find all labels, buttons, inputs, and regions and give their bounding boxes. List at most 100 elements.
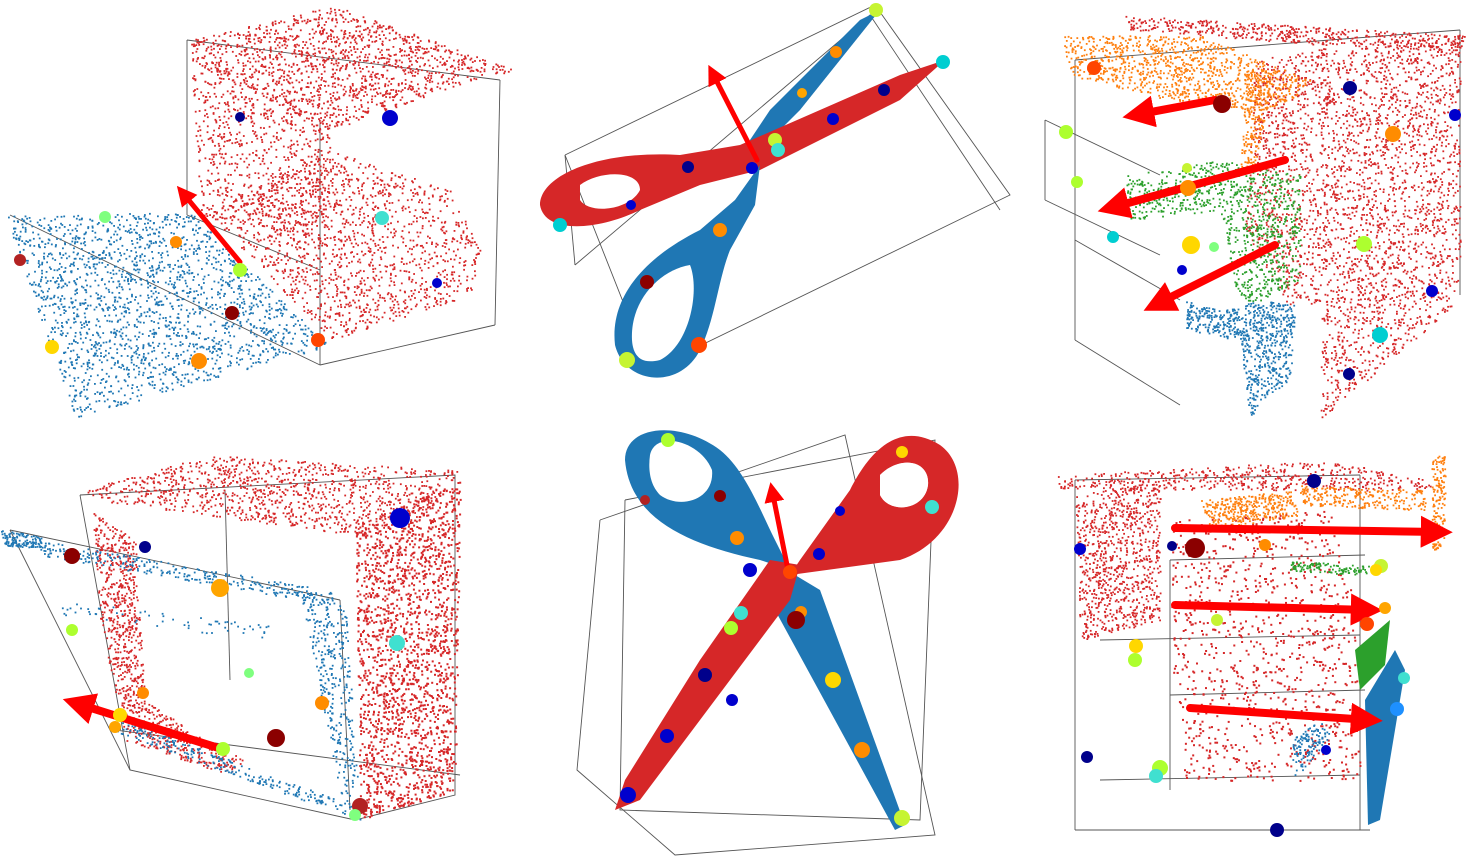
part-bottom-panel-point [307, 253, 310, 255]
part-bottom-panel-point [390, 309, 393, 312]
part-top-panel-point [406, 67, 409, 69]
part-top-panel-point [348, 34, 351, 37]
part-back-panel-point [195, 60, 198, 63]
part-back-panel-point [224, 180, 227, 182]
part-top-panel-point [335, 40, 338, 42]
part-top-panel-point [414, 54, 417, 57]
part-door-panel-point [270, 307, 273, 310]
part-door-panel-point [128, 273, 130, 275]
part-back-panel-point [209, 137, 211, 140]
part-bottom-panel-point [292, 291, 295, 294]
part-top-panel-point [249, 68, 251, 70]
part-top-panel-point [356, 97, 359, 99]
part-top-panel-point [375, 21, 378, 24]
part-back-panel-point [234, 96, 237, 98]
part-door-panel-point [119, 343, 122, 346]
part-door-panel-point [54, 319, 57, 322]
part-top-panel-point [329, 114, 332, 116]
part-top-panel-point [208, 52, 211, 55]
part-back-panel-point [239, 107, 242, 110]
part-top-panel-point [419, 45, 421, 48]
part-top-panel-point [358, 90, 361, 93]
part-back-panel-point [204, 66, 206, 69]
part-door-panel-point [217, 293, 219, 296]
part-top-panel-point [394, 104, 397, 106]
part-bottom-panel-point [451, 299, 454, 302]
part-top-panel-point [216, 70, 219, 72]
part-back-panel-point [247, 186, 250, 189]
part-bottom-panel-point [275, 184, 278, 186]
part-bottom-panel-point [352, 230, 355, 232]
part-top-panel-point [245, 53, 248, 56]
part-bottom-panel-point [269, 261, 272, 263]
part-back-panel-point [308, 170, 311, 172]
part-top-panel-point [300, 53, 303, 55]
part-bottom-panel-point [304, 223, 307, 226]
part-door-panel-point [191, 272, 194, 274]
part-door-panel-point [174, 264, 176, 266]
part-bottom-panel-point [326, 292, 329, 295]
part-top-panel-point [258, 37, 261, 39]
part-back-panel-point [270, 145, 273, 148]
part-bottom-panel-point [373, 278, 376, 280]
part-door-panel-point [135, 350, 137, 353]
part-top-panel-point [230, 46, 232, 48]
part-back-panel-point [200, 180, 202, 183]
part-bottom-panel-point [398, 311, 401, 314]
part-door-panel-point [118, 219, 120, 222]
part-door-panel-point [178, 363, 180, 366]
part-top-panel-point [318, 84, 320, 87]
part-door-panel-point [182, 385, 185, 388]
part-back-panel-point [285, 182, 288, 184]
part-top-panel-point [275, 96, 277, 99]
part-top-panel-point [293, 109, 296, 112]
part-back-panel-point [204, 114, 206, 117]
part-bottom-panel-point [379, 256, 382, 259]
part-bottom-panel-point [323, 198, 325, 201]
part-door-panel-point [48, 266, 51, 269]
part-door-panel-point [149, 233, 151, 236]
part-door-panel-point [172, 308, 174, 310]
part-bottom-panel-point [353, 159, 355, 162]
part-door-panel-point [278, 351, 281, 353]
part-bottom-panel-point [364, 166, 367, 169]
part-bottom-panel-point [298, 280, 301, 283]
part-bottom-panel-point [274, 192, 277, 195]
part-bottom-panel-point [399, 289, 402, 292]
part-top-panel-point [313, 48, 316, 51]
part-top-panel-point [442, 74, 444, 76]
part-bottom-panel-point [425, 242, 428, 244]
part-top-panel-point [411, 63, 413, 66]
part-top-panel-point [309, 19, 312, 22]
part-door-panel-point [154, 240, 157, 243]
part-top-panel-point [308, 54, 311, 56]
part-door-panel-point [258, 288, 260, 290]
part-top-panel-point [226, 67, 229, 70]
part-back-panel-point [329, 237, 332, 240]
part-bottom-panel-point [357, 299, 360, 302]
part-door-panel-point [169, 280, 172, 283]
part-bottom-panel-point [235, 199, 238, 202]
part-door-panel-point [257, 305, 259, 308]
part-bottom-panel-point [425, 308, 428, 311]
part-back-panel-point [210, 162, 212, 164]
part-bottom-panel-point [443, 231, 445, 234]
part-top-panel-point [417, 45, 420, 48]
part-door-panel-point [253, 293, 256, 296]
part-top-panel-point [357, 118, 360, 121]
part-bottom-panel-point [475, 243, 478, 246]
part-door-panel-point [115, 334, 118, 336]
part-bottom-panel-point [337, 231, 340, 233]
part-door-panel-point [136, 309, 139, 311]
part-door-panel-point [76, 308, 79, 311]
part-top-panel-point [452, 85, 455, 88]
part-bottom-panel-point [268, 234, 271, 237]
part-bottom-panel-point [330, 168, 332, 171]
part-door-panel-point [207, 337, 210, 339]
part-bottom-panel-point [451, 199, 454, 202]
part-bottom-panel-point [393, 228, 396, 231]
part-top-panel-point [322, 31, 324, 33]
part-bottom-panel-point [268, 190, 271, 192]
part-top-panel-point [218, 35, 221, 38]
part-bottom-panel-point [402, 300, 405, 303]
